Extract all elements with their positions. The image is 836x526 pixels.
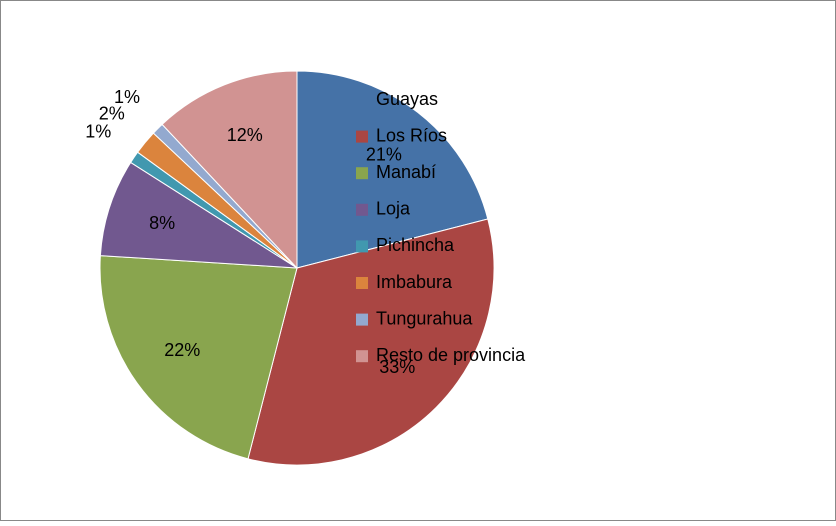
data-label: 21% [366, 145, 402, 165]
legend-swatch [356, 94, 368, 106]
legend-label: Los Ríos [376, 125, 447, 145]
pie-slice [99, 161, 298, 269]
legend-label: Imbabura [376, 272, 453, 292]
legend-label: Pichincha [376, 235, 455, 255]
data-label: 1% [114, 87, 140, 107]
data-label: 33% [379, 357, 415, 377]
data-label: 8% [149, 213, 175, 233]
legend-label: Manabí [376, 162, 436, 182]
legend-swatch [356, 313, 368, 326]
legend-swatch [356, 240, 368, 253]
pie-slice [161, 70, 298, 270]
pie-slice [99, 255, 298, 460]
pie-slice [247, 218, 495, 466]
legend-swatch [356, 130, 368, 143]
legend-label: Tungurahua [376, 308, 473, 328]
data-label: 1% [85, 122, 111, 142]
data-label: 22% [164, 340, 200, 360]
data-label: 12% [227, 125, 263, 145]
legend-label: Loja [376, 199, 411, 219]
legend-swatch [356, 167, 368, 180]
legend-label: Resto de provincia [376, 345, 526, 365]
legend-swatch [356, 350, 368, 363]
legend-swatch [356, 203, 368, 216]
pie-slice [296, 70, 489, 269]
legend-label: Guayas [376, 89, 438, 109]
data-label: 2% [99, 104, 125, 124]
legend-swatch [356, 277, 368, 289]
